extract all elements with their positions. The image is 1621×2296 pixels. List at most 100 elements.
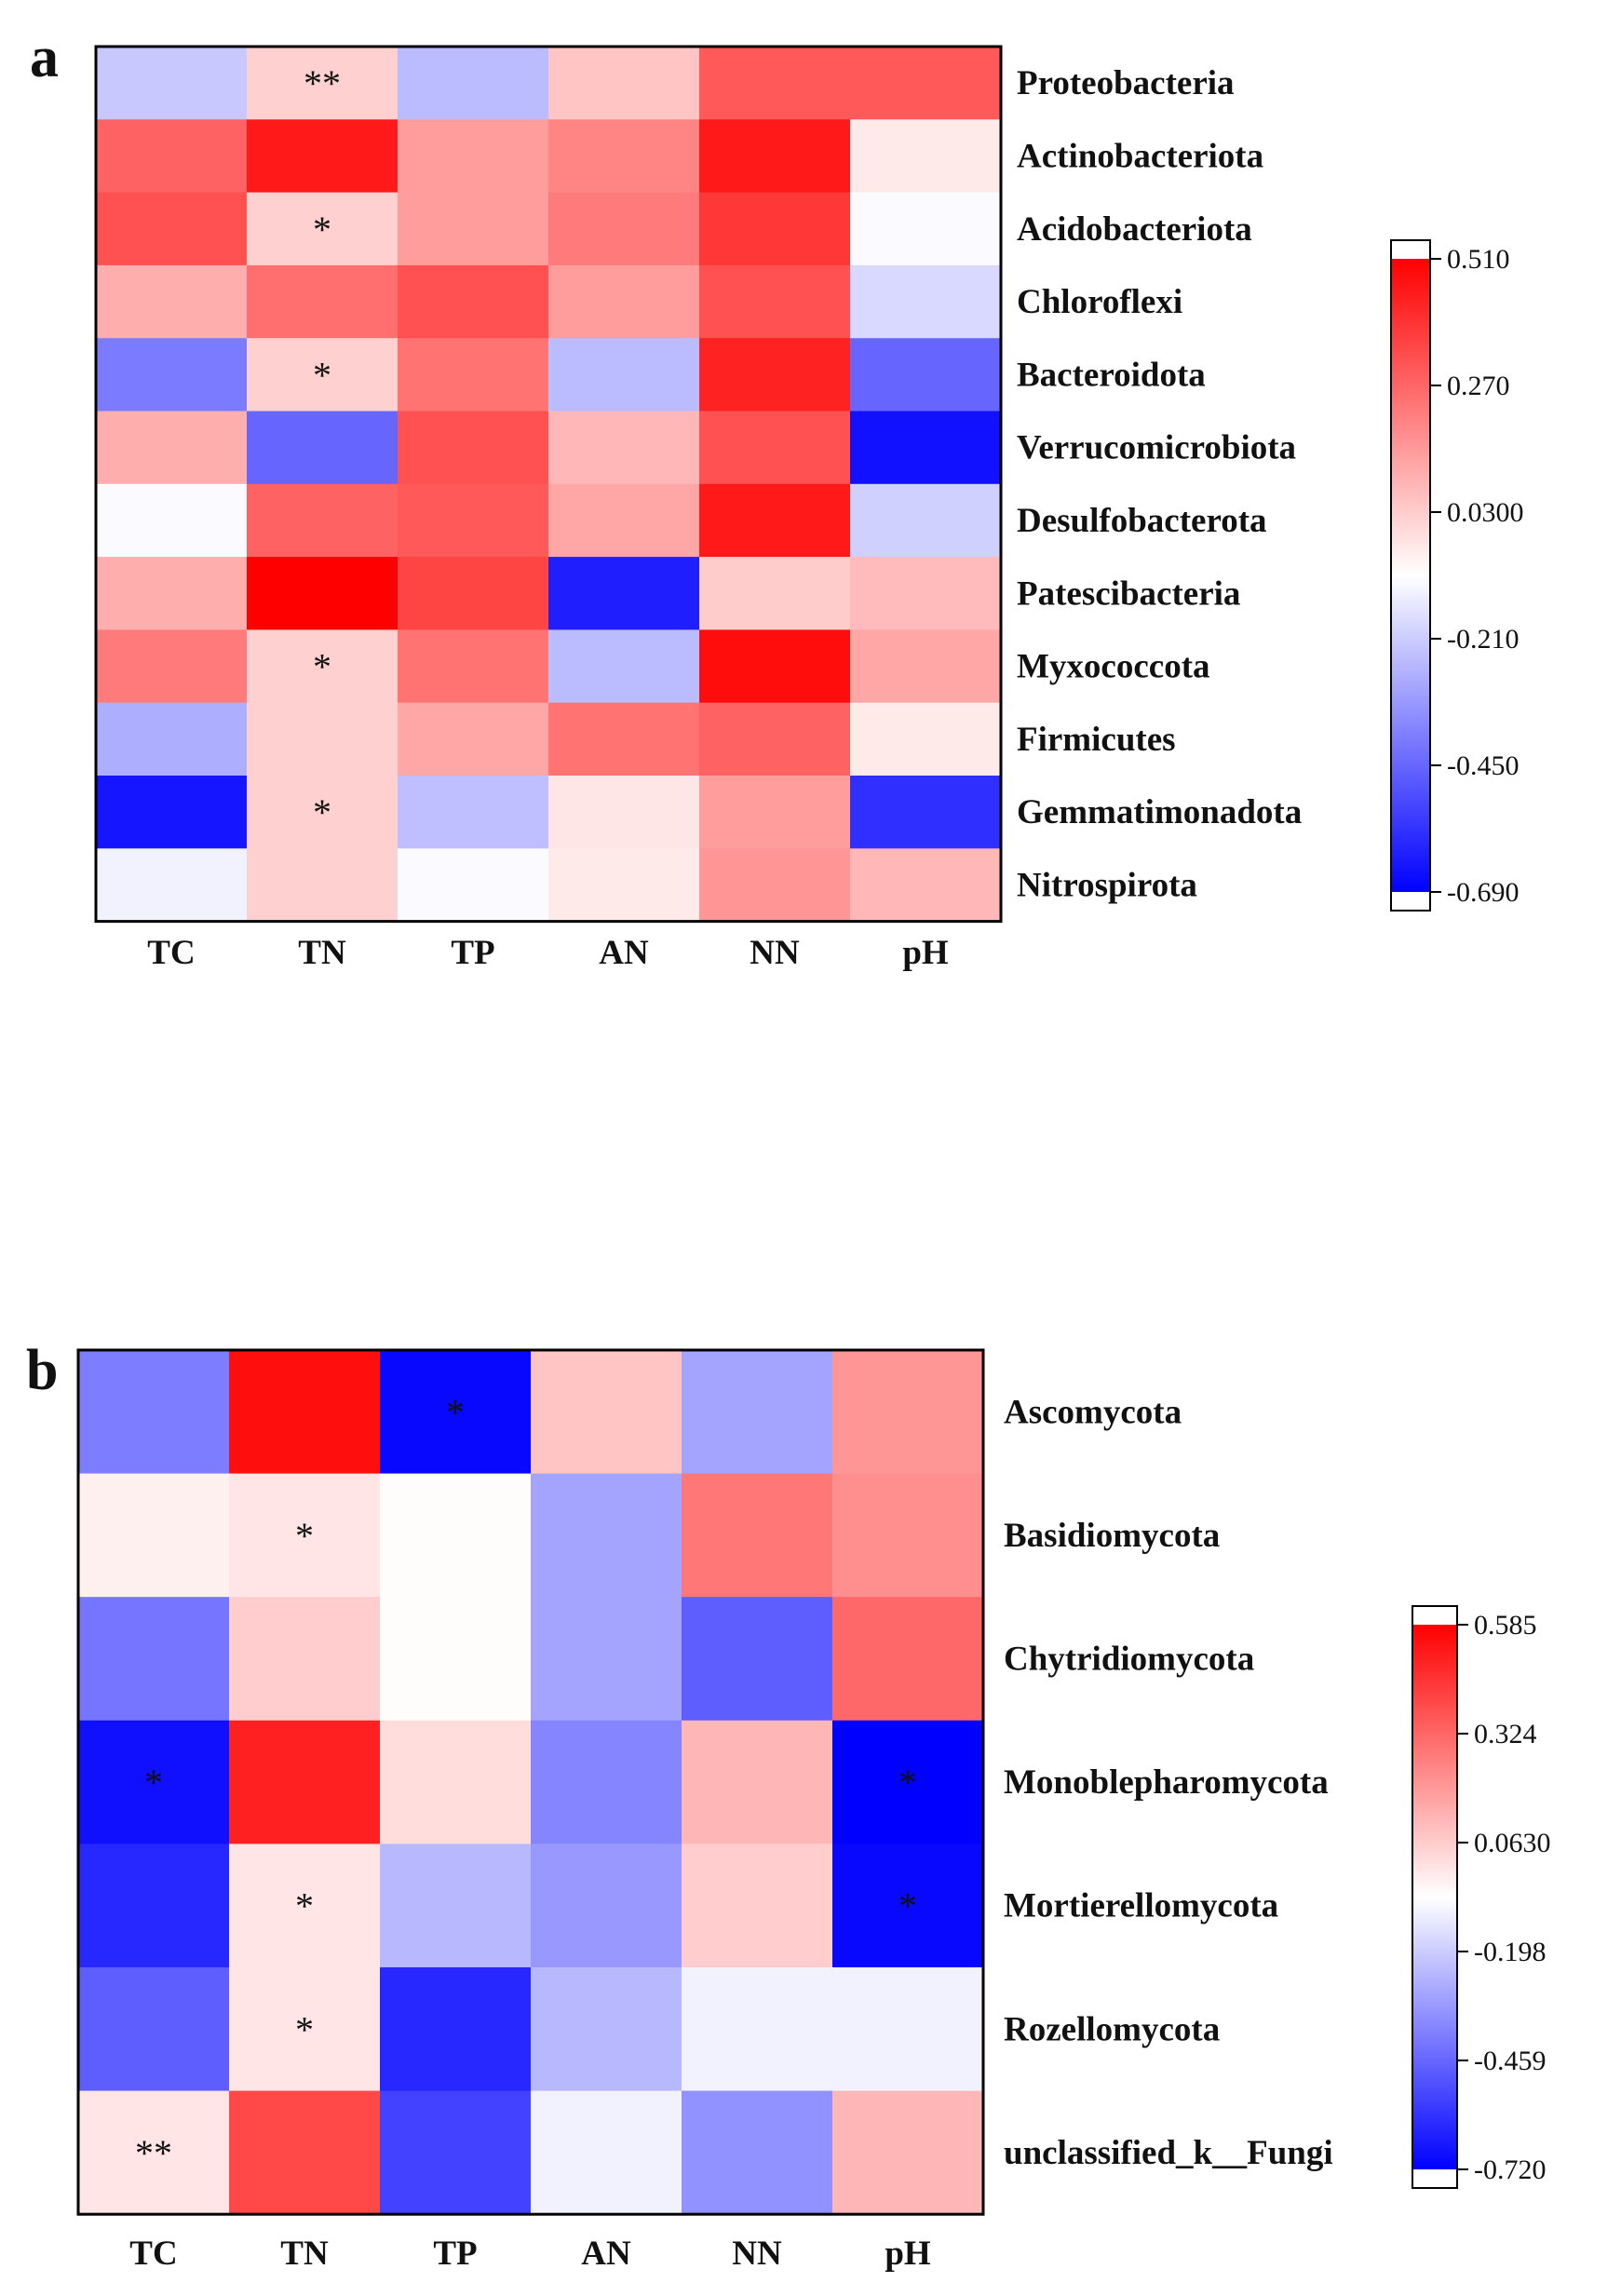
heatmap-cell [96,411,248,485]
column-label: AN [581,2235,631,2273]
column-label: pH [902,934,949,972]
heatmap-cell [548,557,700,630]
heatmap-cell [247,47,398,120]
heatmap-cell [548,192,700,266]
row-label: Basidiomycota [1004,1517,1220,1555]
heatmap-cell [699,629,851,704]
heatmap-cell [699,411,851,485]
row-label: Rozellomycota [1004,2010,1220,2048]
heatmap-cell [682,2090,833,2215]
heatmap-cell [96,629,248,704]
heatmap-cell [380,1473,532,1598]
heatmap-cell [247,264,398,339]
heatmap-cell [78,1350,230,1475]
significance-marker: * [313,791,331,833]
colorbar-tick-label: -0.690 [1447,877,1520,908]
heatmap-cell [850,338,1002,412]
heatmap-cell [548,338,700,412]
column-label: TN [280,2235,329,2273]
heatmap-cell [247,557,398,630]
significance-marker: * [898,1762,917,1803]
heatmap-cell [398,47,549,120]
heatmap-cell [78,1720,230,1844]
heatmap-cell [548,629,700,704]
row-label: Nitrospirota [1017,866,1197,904]
column-label: AN [599,934,649,972]
colorbar-frame [1412,1605,1458,2189]
heatmap-cell [850,411,1002,485]
significance-marker: * [446,1391,465,1433]
heatmap-cell [850,557,1002,630]
heatmap-cell [699,192,851,266]
heatmap-cell [832,1350,984,1475]
heatmap-cell [548,119,700,194]
colorbar-cap [1412,1606,1457,1625]
heatmap-cell [682,1597,833,1722]
row-label: Chytridiomycota [1004,1641,1254,1679]
heatmap-panel-b: *** ** ****AscomycotaBasidiomycotaChytridi… [76,1348,1551,2273]
heatmap-cell [380,1597,532,1722]
heatmap-cell [398,338,549,412]
colorbar-tick-label: 0.324 [1474,1719,1537,1749]
heatmap-cell [96,702,248,777]
column-label: pH [885,2235,931,2273]
heatmap-cell [548,411,700,485]
heatmap-cell [699,557,851,630]
heatmap-cell [850,848,1002,923]
heatmap-cell [96,119,248,194]
significance-marker: ** [135,2132,172,2174]
column-label: TP [451,934,494,972]
heatmap-cell [699,483,851,558]
heatmap-cell [699,47,851,120]
heatmap-cell [531,2090,682,2215]
heatmap-cell [682,1844,833,1968]
row-label: Gemmatimonadota [1017,793,1302,831]
column-label: TC [129,2235,177,2273]
heatmap-cell [850,47,1002,120]
colorbar-cap [1391,240,1430,259]
row-label: Monoblepharomycota [1004,1763,1329,1802]
heatmap-cell [850,483,1002,558]
row-label: Verrucomicrobiota [1017,429,1296,467]
heatmap-cell [850,192,1002,266]
heatmap-cell [229,1720,381,1844]
significance-marker: * [144,1762,163,1803]
significance-marker: ** [304,62,341,104]
heatmap-cell [682,1720,833,1844]
heatmap-cell [699,119,851,194]
heatmap-cell [380,1844,532,1968]
heatmap-cell [548,483,700,558]
heatmap-cell [832,1720,984,1844]
heatmap-cell [247,119,398,194]
heatmap-cell [682,1967,833,2092]
heatmap-cell [398,629,549,704]
heatmap-panel-a: ******ProteobacteriaActinobacteriotaAcid… [94,45,1524,972]
heatmap-cell [699,338,851,412]
row-label: Patescibacteria [1017,574,1240,613]
row-label: Mortierellomycota [1004,1887,1278,1925]
heatmap-cell [398,776,549,849]
row-label: Myxococcota [1017,648,1210,686]
heatmap-cell [96,483,248,558]
heatmap-cell [229,1844,381,1968]
column-label: NN [750,934,800,972]
heatmap-cell [699,702,851,777]
heatmap-cell [699,848,851,923]
heatmap-cell [247,848,398,923]
heatmap-cell [247,776,398,849]
significance-marker: * [898,1885,917,1927]
heatmap-cell [832,1473,984,1598]
heatmap-cell [548,264,700,339]
colorbar-tick-label: 0.0630 [1474,1828,1551,1858]
row-label: Proteobacteria [1017,64,1235,102]
column-label: TC [147,934,195,972]
heatmap-cell [531,1597,682,1722]
heatmap-cell [398,848,549,923]
heatmap-cell [531,1844,682,1968]
heatmap-cell [96,557,248,630]
column-label: TP [433,2235,477,2273]
heatmap-cell [247,411,398,485]
heatmap-cell [380,1720,532,1844]
heatmap-cell [398,557,549,630]
